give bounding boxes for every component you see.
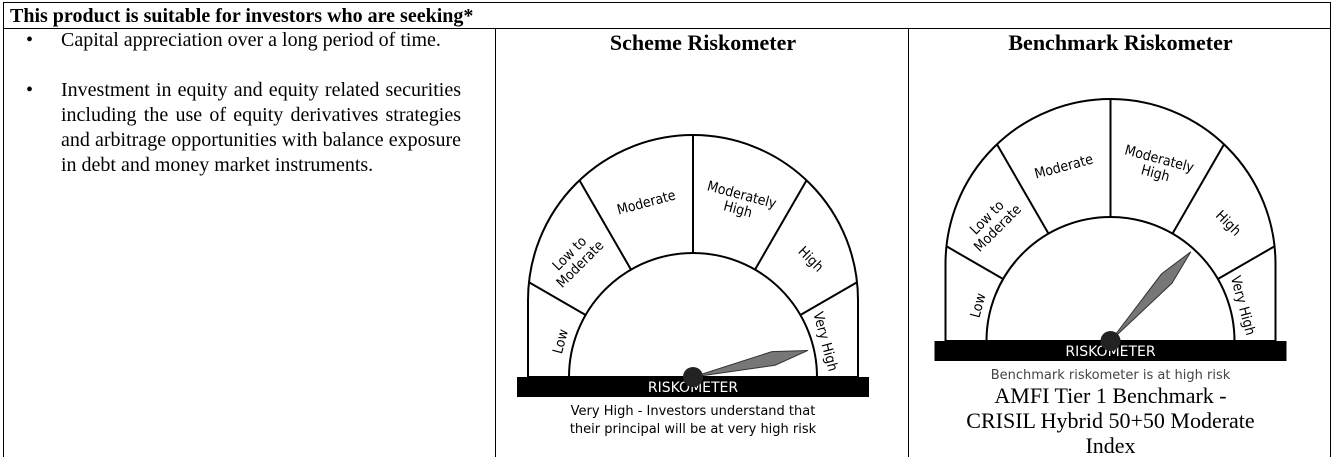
bullet-item: Investment in equity and equity related … bbox=[4, 78, 461, 178]
riskometer-note: their principal will be at very high ris… bbox=[570, 422, 817, 437]
suitability-cell: Capital appreciation over a long period … bbox=[3, 28, 496, 457]
bullet-item: Capital appreciation over a long period … bbox=[4, 28, 461, 53]
riskometer-note: Very High - Investors understand that bbox=[571, 404, 816, 419]
needle-hub bbox=[683, 367, 703, 387]
page: This product is suitable for investors w… bbox=[0, 0, 1333, 457]
needle-hub bbox=[1101, 331, 1121, 351]
riskometer-title: Benchmark Riskometer bbox=[1008, 30, 1232, 55]
riskometer-note: Benchmark riskometer is at high risk bbox=[991, 368, 1231, 383]
riskometer-title: Scheme Riskometer bbox=[610, 30, 797, 55]
benchmark-name: AMFI Tier 1 Benchmark - CRISIL Hybrid 50… bbox=[961, 383, 1261, 457]
suitability-list: Capital appreciation over a long period … bbox=[4, 28, 496, 178]
header: This product is suitable for investors w… bbox=[3, 2, 1331, 29]
